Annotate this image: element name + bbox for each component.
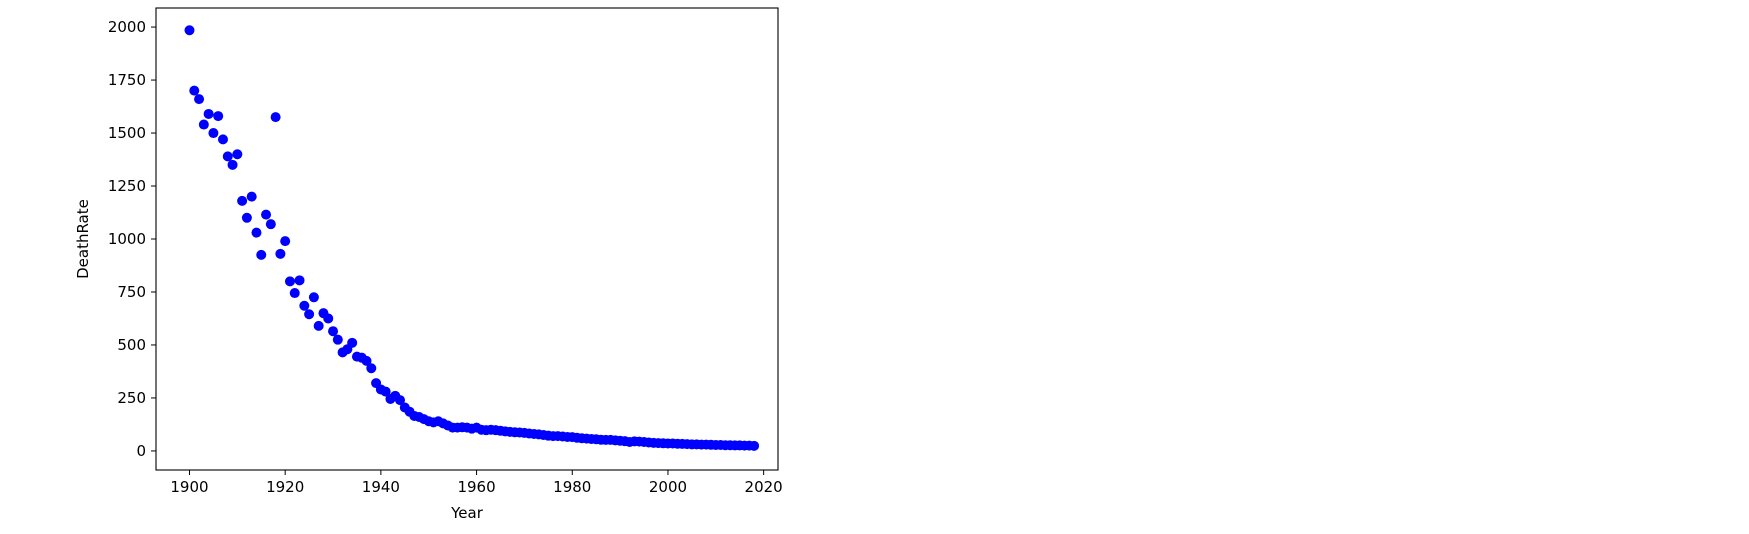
data-point [749,440,760,451]
data-point [189,85,200,96]
data-point [184,25,195,36]
data-point [232,149,243,160]
y-tick-label: 1250 [108,177,146,195]
data-point [284,276,295,287]
data-point [256,249,267,260]
y-tick-label: 0 [136,442,146,460]
data-point [194,94,205,105]
plot-frame [155,7,779,471]
data-point [332,334,343,345]
data-point [366,363,377,374]
data-point [347,337,358,348]
y-tick-label: 2000 [108,18,146,36]
y-tick-label: 250 [117,389,146,407]
y-tick-label: 1750 [108,71,146,89]
y-tick-label: 750 [117,283,146,301]
points-layer [184,25,760,451]
x-tick-label: 1980 [553,478,591,496]
ticks-layer: 1900 1920 1940 1960 1980 2000 2020 0 250 500 750 10… [108,18,783,496]
data-point [275,248,286,259]
axes-layer [155,7,779,471]
data-point [261,209,272,220]
x-tick-label: 1960 [457,478,495,496]
x-tick-label: 1940 [362,478,400,496]
data-point [251,227,262,238]
data-point [323,313,334,324]
data-point [213,111,224,122]
data-point [395,395,406,406]
data-point [294,275,305,286]
y-tick-label: 500 [117,336,146,354]
y-axis-label: DeathRate [74,199,92,279]
data-point [237,195,248,206]
data-point [313,320,324,331]
x-axis-label: Year [450,504,484,522]
data-point [304,309,315,320]
data-point [308,292,319,303]
y-tick-label: 1500 [108,124,146,142]
data-point [241,212,252,223]
data-point [328,326,339,337]
data-point [299,300,310,311]
data-point [280,236,291,247]
data-point [222,151,233,162]
data-point [198,119,209,130]
x-tick-label: 2000 [649,478,687,496]
data-point [265,219,276,230]
data-point [246,191,257,202]
data-point [270,112,281,123]
data-point [208,128,219,139]
x-tick-label: 1920 [266,478,304,496]
data-point [217,134,228,145]
data-point [361,355,372,366]
x-tick-label: 2020 [745,478,783,496]
data-point [227,159,238,170]
data-point [380,386,391,397]
data-point [203,108,214,119]
x-tick-label: 1900 [170,478,208,496]
data-point [289,288,300,299]
y-tick-label: 1000 [108,230,146,248]
